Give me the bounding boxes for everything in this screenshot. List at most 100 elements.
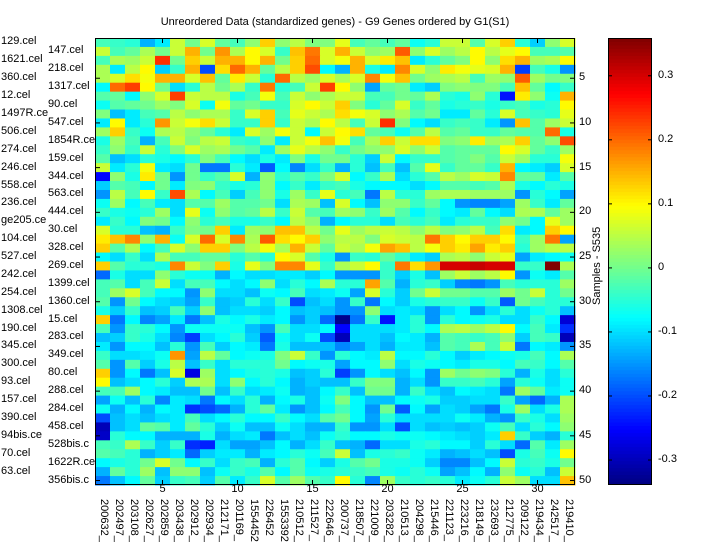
heatmap-cell bbox=[305, 279, 321, 289]
heatmap-cell bbox=[230, 422, 246, 432]
heatmap-cell bbox=[380, 225, 396, 236]
heatmap-cell bbox=[545, 118, 561, 128]
heatmap-cell bbox=[530, 225, 546, 236]
heatmap-cell bbox=[425, 359, 441, 370]
heatmap-cell bbox=[410, 163, 426, 173]
heatmap-cell bbox=[545, 243, 561, 254]
heatmap-cell bbox=[245, 476, 261, 486]
row-label: 269.cel bbox=[48, 258, 84, 271]
heatmap-cell bbox=[305, 127, 321, 137]
column-label: 223216_ bbox=[457, 499, 470, 542]
heatmap-cell bbox=[290, 127, 306, 137]
heatmap-cell bbox=[395, 395, 411, 406]
heatmap-cell bbox=[200, 395, 216, 406]
heatmap-cell bbox=[125, 270, 141, 280]
heatmap-cell bbox=[470, 109, 486, 119]
colorbar-tick-label: -0.2 bbox=[658, 388, 677, 401]
colorbar-segment bbox=[608, 100, 652, 105]
heatmap-cell bbox=[485, 127, 501, 137]
heatmap-cell bbox=[140, 252, 156, 262]
heatmap-cell bbox=[110, 324, 126, 334]
heatmap-cell bbox=[125, 100, 141, 111]
heatmap-cell bbox=[110, 413, 126, 423]
heatmap-cell bbox=[545, 386, 561, 397]
heatmap-cell bbox=[125, 145, 141, 155]
heatmap-cell bbox=[305, 306, 321, 316]
heatmap-cell bbox=[200, 404, 216, 414]
heatmap-cell bbox=[440, 359, 456, 370]
heatmap-cell bbox=[140, 207, 156, 218]
heatmap-cell bbox=[560, 359, 576, 370]
heatmap-cell bbox=[425, 413, 441, 423]
heatmap-cell bbox=[170, 458, 186, 468]
heatmap-cell bbox=[260, 279, 276, 289]
heatmap-cell bbox=[275, 422, 291, 432]
heatmap-cell bbox=[155, 395, 171, 406]
heatmap-cell bbox=[230, 413, 246, 423]
heatmap-cell bbox=[230, 395, 246, 406]
heatmap-cell bbox=[110, 207, 126, 218]
heatmap-cell bbox=[335, 449, 351, 459]
heatmap-cell bbox=[275, 55, 291, 66]
heatmap-cell bbox=[305, 359, 321, 370]
heatmap-cell bbox=[140, 386, 156, 397]
heatmap-cell bbox=[275, 73, 291, 84]
colorbar-segment bbox=[608, 230, 652, 235]
heatmap-cell bbox=[200, 359, 216, 370]
heatmap-cell bbox=[155, 377, 171, 388]
colorbar-segment bbox=[608, 156, 652, 161]
heatmap-cell bbox=[470, 341, 486, 352]
colorbar-tick-label: 0.2 bbox=[658, 132, 674, 145]
colorbar-tick-label: 0.1 bbox=[658, 196, 674, 209]
heatmap-cell bbox=[410, 145, 426, 155]
heatmap-cell bbox=[425, 172, 441, 182]
heatmap-cell bbox=[530, 234, 546, 245]
heatmap-cell bbox=[260, 440, 276, 450]
heatmap-cell bbox=[155, 145, 171, 155]
heatmap-cell bbox=[185, 350, 201, 361]
heatmap-cell bbox=[515, 145, 531, 155]
heatmap-cell bbox=[380, 413, 396, 423]
colorbar-segment bbox=[608, 327, 652, 332]
heatmap-cell bbox=[545, 350, 561, 361]
row-label: 444.cel bbox=[48, 205, 84, 218]
heatmap-cell bbox=[215, 449, 231, 459]
heatmap-cell bbox=[230, 368, 246, 379]
heatmap-cell bbox=[470, 315, 486, 325]
heatmap-cell bbox=[245, 341, 261, 352]
heatmap-cell bbox=[470, 404, 486, 414]
heatmap-cell bbox=[485, 154, 501, 164]
heatmap-cell bbox=[320, 91, 336, 102]
heatmap-cell bbox=[515, 422, 531, 432]
heatmap-cell bbox=[185, 368, 201, 379]
row-label: 300.cel bbox=[1, 357, 37, 370]
heatmap-cell bbox=[410, 189, 426, 200]
column-label: 203108_ bbox=[127, 499, 140, 542]
heatmap-cell bbox=[440, 440, 456, 450]
heatmap-cell bbox=[380, 189, 396, 200]
heatmap-cell bbox=[245, 234, 261, 245]
heatmap-cell bbox=[395, 38, 411, 48]
heatmap-cell bbox=[470, 46, 486, 57]
heatmap-cell bbox=[260, 341, 276, 352]
heatmap-cell bbox=[380, 216, 396, 227]
heatmap-cell bbox=[275, 449, 291, 459]
heatmap-cell bbox=[365, 341, 381, 352]
heatmap-cell bbox=[500, 413, 516, 423]
colorbar-segment bbox=[608, 209, 652, 214]
heatmap-cell bbox=[515, 82, 531, 93]
heatmap-cell bbox=[170, 216, 186, 227]
colorbar-segment bbox=[608, 369, 652, 374]
colorbar-segment bbox=[608, 359, 652, 364]
heatmap-cell bbox=[500, 109, 516, 119]
heatmap-cell bbox=[515, 118, 531, 128]
x-tick-label: 10 bbox=[231, 483, 244, 495]
colorbar-segment bbox=[608, 341, 652, 346]
row-label: 349.cel bbox=[48, 348, 84, 361]
heatmap-cell bbox=[335, 440, 351, 450]
column-label: 232693_ bbox=[487, 499, 500, 542]
heatmap-cell bbox=[170, 243, 186, 254]
heatmap-cell bbox=[425, 109, 441, 119]
heatmap-cell bbox=[530, 333, 546, 343]
colorbar-segment bbox=[608, 387, 652, 392]
